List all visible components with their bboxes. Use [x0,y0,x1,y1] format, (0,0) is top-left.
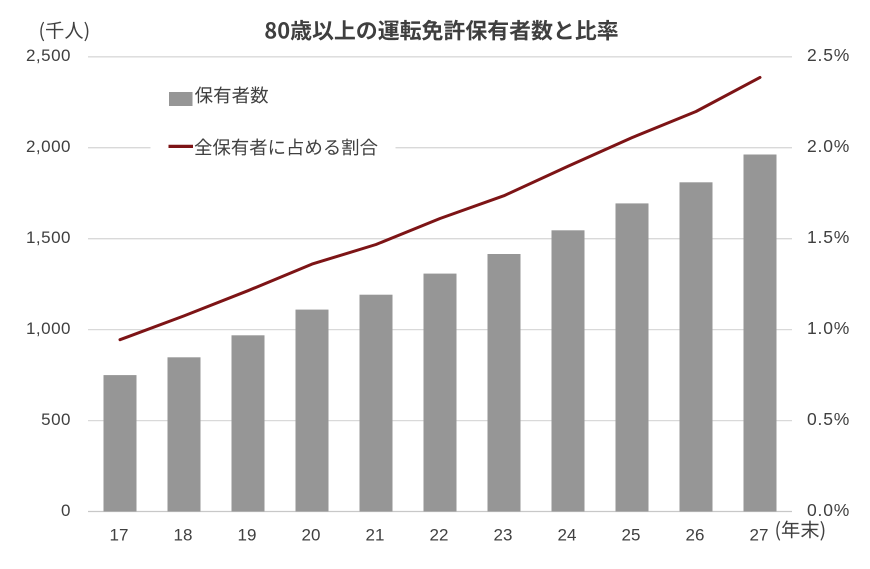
svg-text:2,500: 2,500 [26,46,71,65]
svg-text:22: 22 [430,526,449,545]
svg-text:1,500: 1,500 [26,228,71,247]
svg-text:20: 20 [302,526,321,545]
svg-text:17: 17 [110,526,129,545]
svg-text:25: 25 [622,526,641,545]
svg-text:1.5%: 1.5% [807,227,850,247]
svg-text:1.0%: 1.0% [807,318,850,338]
svg-text:2,000: 2,000 [26,137,71,156]
svg-text:21: 21 [366,526,385,545]
svg-text:2.5%: 2.5% [807,45,850,65]
svg-text:0.5%: 0.5% [807,409,850,429]
svg-text:19: 19 [238,526,257,545]
svg-text:18: 18 [174,526,193,545]
svg-text:27: 27 [750,526,769,545]
svg-text:23: 23 [494,526,513,545]
svg-text:1,000: 1,000 [26,319,71,338]
svg-text:0.0%: 0.0% [807,500,850,520]
svg-text:0: 0 [61,501,71,520]
svg-text:26: 26 [686,526,705,545]
svg-text:500: 500 [41,410,71,429]
svg-text:24: 24 [558,526,577,545]
svg-text:2.0%: 2.0% [807,136,850,156]
